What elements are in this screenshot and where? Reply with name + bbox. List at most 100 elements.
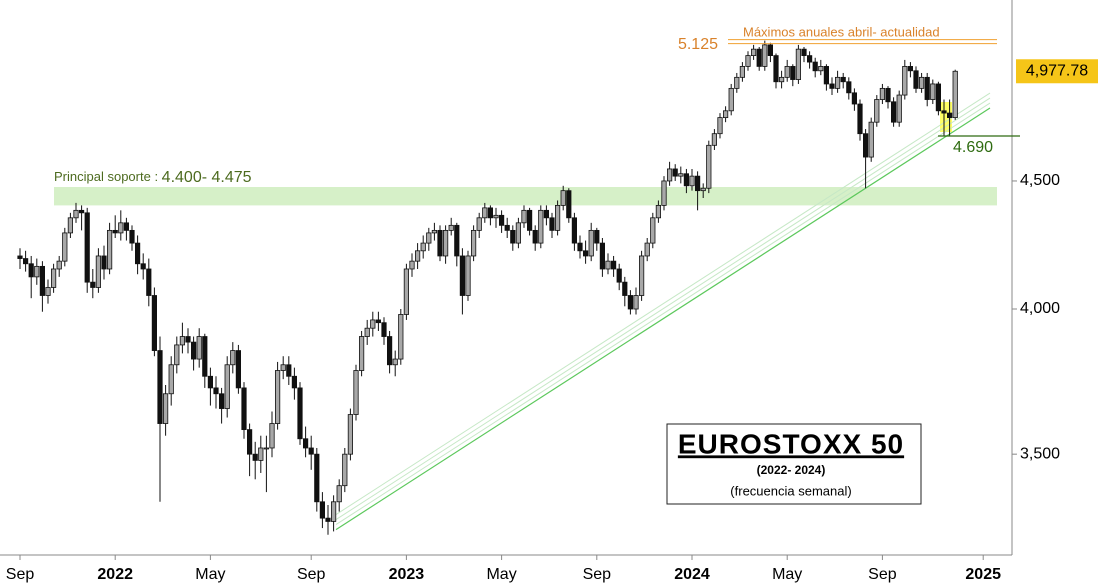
candle-body [190,341,197,360]
candle-body [812,61,818,72]
candle-body [314,453,320,503]
candle-body [767,44,774,57]
candle-body [17,255,23,259]
candle-body [398,314,404,360]
candle-body [67,217,73,234]
candle-body [879,87,886,100]
x-tick-label: May [486,566,516,583]
trend-channel [335,102,991,526]
candle-body [286,364,292,377]
y-tick-label: 4,500 [1020,172,1060,189]
candle-body [611,260,617,270]
x-tick-label: 2025 [965,566,1001,583]
candle-body [51,268,57,288]
candle-body [930,83,936,100]
x-tick-label: May [195,566,225,583]
candle-body [241,387,247,431]
candle-body [431,229,438,234]
candle-body [941,110,947,114]
candle-body [140,263,146,270]
candle-body [924,76,930,100]
candle-body [22,258,29,265]
x-tick-label: Sep [868,566,897,583]
y-tick-label: 4,000 [1020,300,1060,317]
candle-body [683,173,690,187]
candle-body [364,327,370,337]
candle-body [185,336,191,343]
candle-body [123,222,129,231]
x-tick-label: 2022 [97,566,133,583]
candle-body [353,370,359,415]
candle-body [218,393,225,409]
max-note: Máximos anuales abril- actualidad [743,24,940,39]
candle-body [678,173,684,177]
candle-body [168,364,174,395]
candle-body [728,87,734,112]
candle-body [672,168,678,177]
candle-body [246,429,253,455]
candle-body [330,501,337,522]
candle-body [555,204,561,231]
price-tag-label: 4,977.78 [1026,62,1088,79]
candle-body [896,94,902,123]
candle-body [622,281,628,296]
price-tag [1016,59,1098,84]
candle-body [342,453,348,487]
candle-body [493,214,499,219]
candle-body [577,242,583,252]
candle-body [392,358,398,366]
candle-body [235,350,241,389]
candle-body [118,222,124,234]
candle-body [639,255,645,296]
chart-subtitle: (2022- 2024) [757,463,826,477]
candle-body [459,255,466,296]
candle-body [947,112,953,119]
candle-body [851,92,858,105]
candle-body [644,242,650,257]
candle-body [650,217,656,244]
candle-body [840,76,846,83]
candle-body [45,287,51,296]
candle-body [952,70,958,119]
trend-channel [335,92,991,516]
candle-body [521,209,527,224]
x-tick-label: 2023 [389,566,425,583]
candle-body [95,255,101,288]
candle-body [902,66,908,96]
candle-body [291,375,298,389]
candle-body [409,260,415,270]
candle-body [784,66,790,78]
candle-body [101,255,107,270]
candle-body [515,222,522,244]
candle-body [801,48,807,57]
candle-body [571,217,578,244]
candle-body [207,375,213,389]
candle-body [442,229,449,257]
candle-body [913,70,919,89]
candle-body [263,447,270,450]
candle-body [498,214,505,226]
candle-body [174,344,180,366]
candle-body [935,83,942,112]
support-band [54,187,997,206]
level-label: 4.690 [953,139,993,156]
candle-body [62,232,68,262]
candle-body [633,295,639,310]
candle-body [857,103,863,135]
candle-body [375,319,382,324]
candle-body [863,133,869,158]
candle-body [588,229,594,257]
candle-body [868,121,874,158]
candle-body [543,209,550,219]
candle-body [79,209,85,214]
x-tick-label: Sep [297,566,326,583]
candle-body [594,229,600,244]
candle-body [112,229,118,234]
candle-body [823,66,830,85]
candle-body [818,66,824,72]
candle-body [476,217,482,231]
x-tick-label: 2024 [674,566,710,583]
candle-body [129,229,135,244]
candle-body [773,55,779,83]
x-tick-label: May [772,566,802,583]
